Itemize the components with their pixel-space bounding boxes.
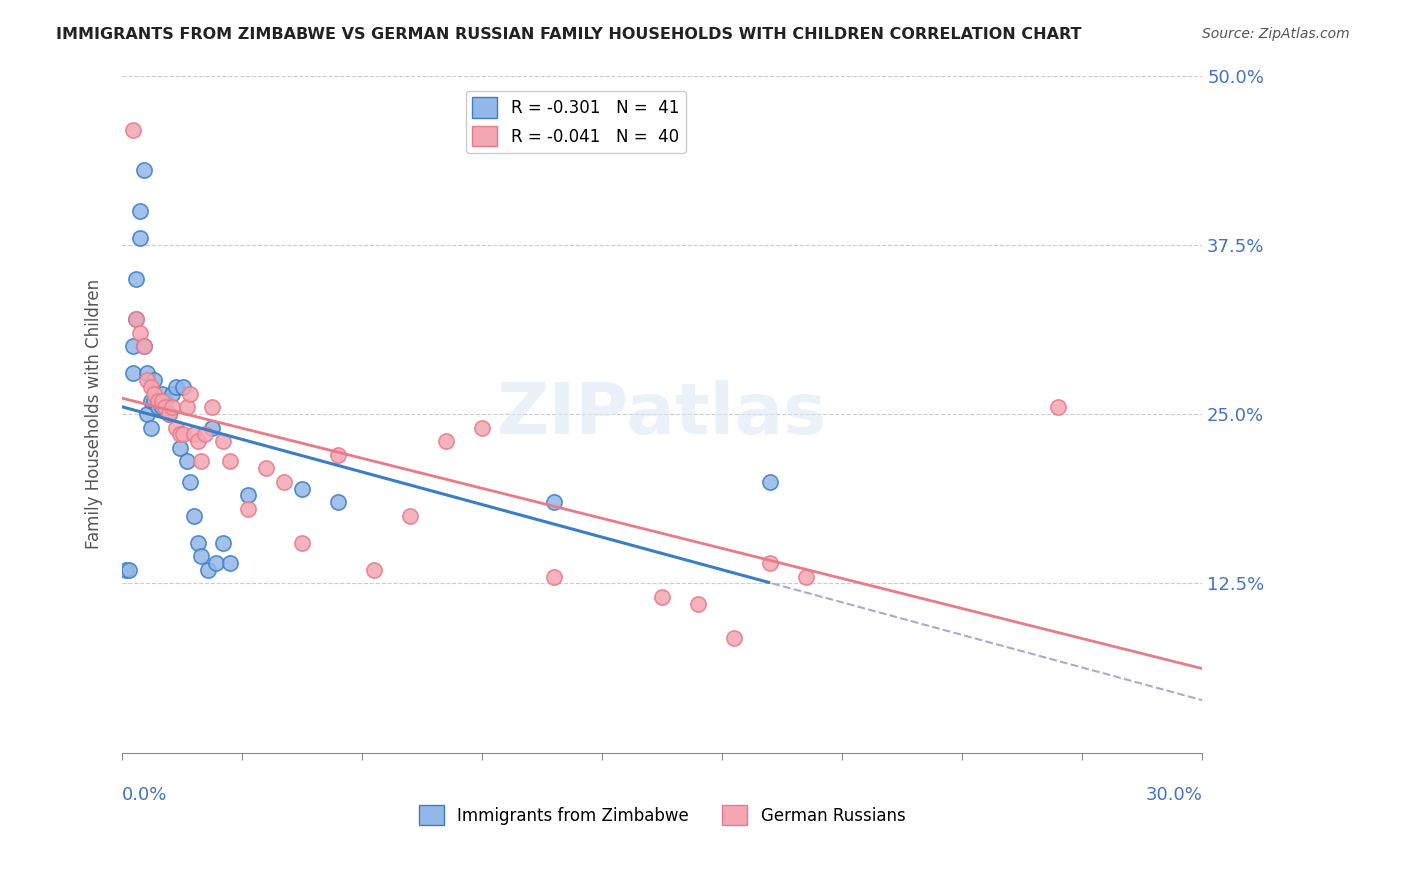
Point [114,563,136,577]
Point [1047,401,1070,415]
Point [190,549,212,564]
Point [187,535,209,549]
Point [688,597,710,611]
Point [139,380,162,394]
Point [155,401,177,415]
Text: Source: ZipAtlas.com: Source: ZipAtlas.com [1202,27,1350,41]
Point [291,535,314,549]
Point [179,475,201,489]
Point [212,535,235,549]
Point [219,556,242,570]
Text: 30.0%: 30.0% [1146,787,1202,805]
Point [183,427,205,442]
Point [150,401,173,415]
Point [118,563,141,577]
Point [121,367,143,381]
Point [201,420,224,434]
Point [291,482,314,496]
Point [399,508,422,523]
Point [183,508,205,523]
Point [143,373,166,387]
Point [165,420,187,434]
Point [471,420,494,434]
Point [219,454,242,468]
Point [194,427,217,442]
Point [236,501,259,516]
Point [125,271,148,285]
Point [146,401,169,415]
Point [794,569,817,583]
Point [169,441,191,455]
Point [139,420,162,434]
Legend: Immigrants from Zimbabwe, German Russians: Immigrants from Zimbabwe, German Russian… [412,798,912,832]
Point [125,312,148,326]
Point [132,339,155,353]
Point [129,203,152,218]
Point [132,339,155,353]
Point [150,386,173,401]
Point [273,475,295,489]
Point [139,393,162,408]
Point [146,393,169,408]
Point [157,407,180,421]
Point [162,401,184,415]
Point [136,373,159,387]
Point [187,434,209,449]
Point [169,427,191,442]
Point [236,488,259,502]
Point [143,386,166,401]
Point [759,556,782,570]
Text: ZIPatlas: ZIPatlas [498,380,827,449]
Point [179,386,201,401]
Text: IMMIGRANTS FROM ZIMBABWE VS GERMAN RUSSIAN FAMILY HOUSEHOLDS WITH CHILDREN CORRE: IMMIGRANTS FROM ZIMBABWE VS GERMAN RUSSI… [56,27,1081,42]
Point [326,495,349,509]
Point [212,434,235,449]
Point [197,563,219,577]
Point [543,495,565,509]
Point [190,454,212,468]
Point [201,401,224,415]
Point [651,590,673,604]
Y-axis label: Family Households with Children: Family Households with Children [86,279,103,549]
Point [723,631,745,645]
Point [172,427,194,442]
Point [363,563,385,577]
Point [121,339,143,353]
Point [176,401,198,415]
Point [176,454,198,468]
Point [204,556,226,570]
Point [146,393,169,408]
Point [157,407,180,421]
Point [132,163,155,178]
Point [165,380,187,394]
Point [326,448,349,462]
Point [150,393,173,408]
Point [434,434,457,449]
Text: 0.0%: 0.0% [122,787,167,805]
Point [136,367,159,381]
Point [129,231,152,245]
Point [162,386,184,401]
Point [143,393,166,408]
Point [759,475,782,489]
Point [136,407,159,421]
Point [543,569,565,583]
Point [129,326,152,340]
Point [121,122,143,136]
Point [172,380,194,394]
Point [125,312,148,326]
Point [155,393,177,408]
Point [254,461,277,475]
